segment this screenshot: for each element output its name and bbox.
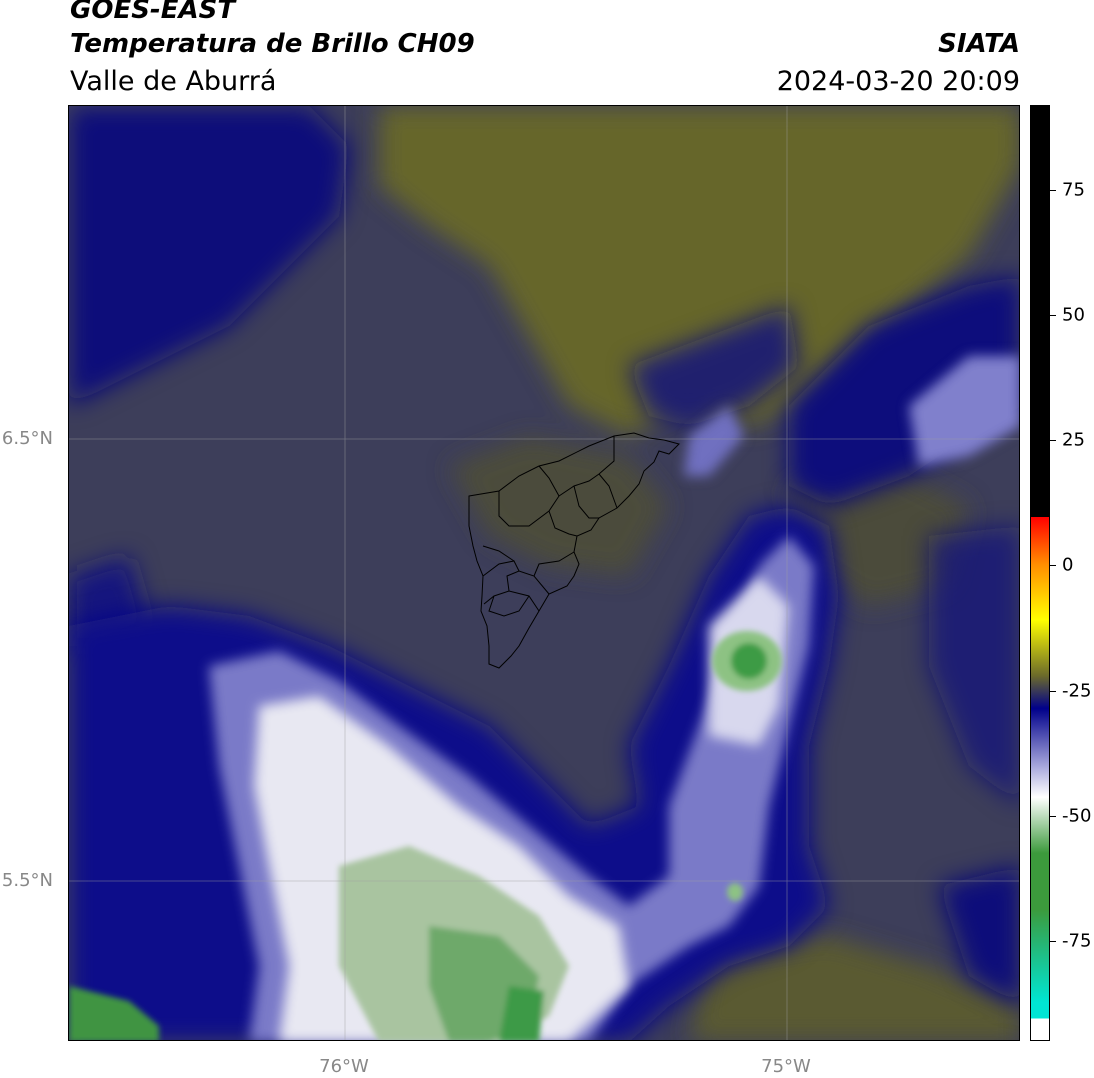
colorbar-tick-mark [1050,190,1056,192]
graticule [69,106,1019,1040]
satellite-title: GOES-EAST [70,0,236,25]
colorbar-tick-mark [1050,440,1056,442]
lon-label-76w: 76°W [319,1056,369,1077]
organization-label: SIATA [938,29,1020,59]
municipal-boundaries [468,432,680,669]
colorbar-tick-label: 50 [1062,304,1085,326]
colorbar-tick-mark [1050,815,1056,817]
brightness-temperature-map[interactable] [68,105,1020,1041]
colorbar-tick-label: -50 [1062,805,1092,827]
colorbar-tick-mark [1050,315,1056,317]
colorbar-tick-label: 0 [1062,554,1074,576]
lat-label-6-5n: 6.5°N [1,428,53,449]
datetime-label: 2024-03-20 20:09 [776,66,1020,97]
temperature-colorbar [1030,105,1050,1041]
colorbar-tick-mark [1050,940,1056,942]
colorbar-tick-label: 25 [1062,429,1085,451]
colorbar-tick-mark [1050,690,1056,692]
region-subtitle: Valle de Aburrá [70,66,277,97]
product-title: Temperatura de Brillo CH09 [70,29,475,59]
colorbar-tick-label: 75 [1062,179,1085,201]
lat-label-5-5n: 5.5°N [1,870,53,891]
colorbar-tick-mark [1050,565,1056,567]
colorbar-tick-label: -25 [1062,680,1092,702]
map-canvas [69,106,1019,1040]
colorbar-tick-label: -75 [1062,930,1092,952]
coldest-green-core [69,631,782,1040]
lon-label-75w: 75°W [761,1056,811,1077]
cold-cloud-navy [69,106,1019,1005]
